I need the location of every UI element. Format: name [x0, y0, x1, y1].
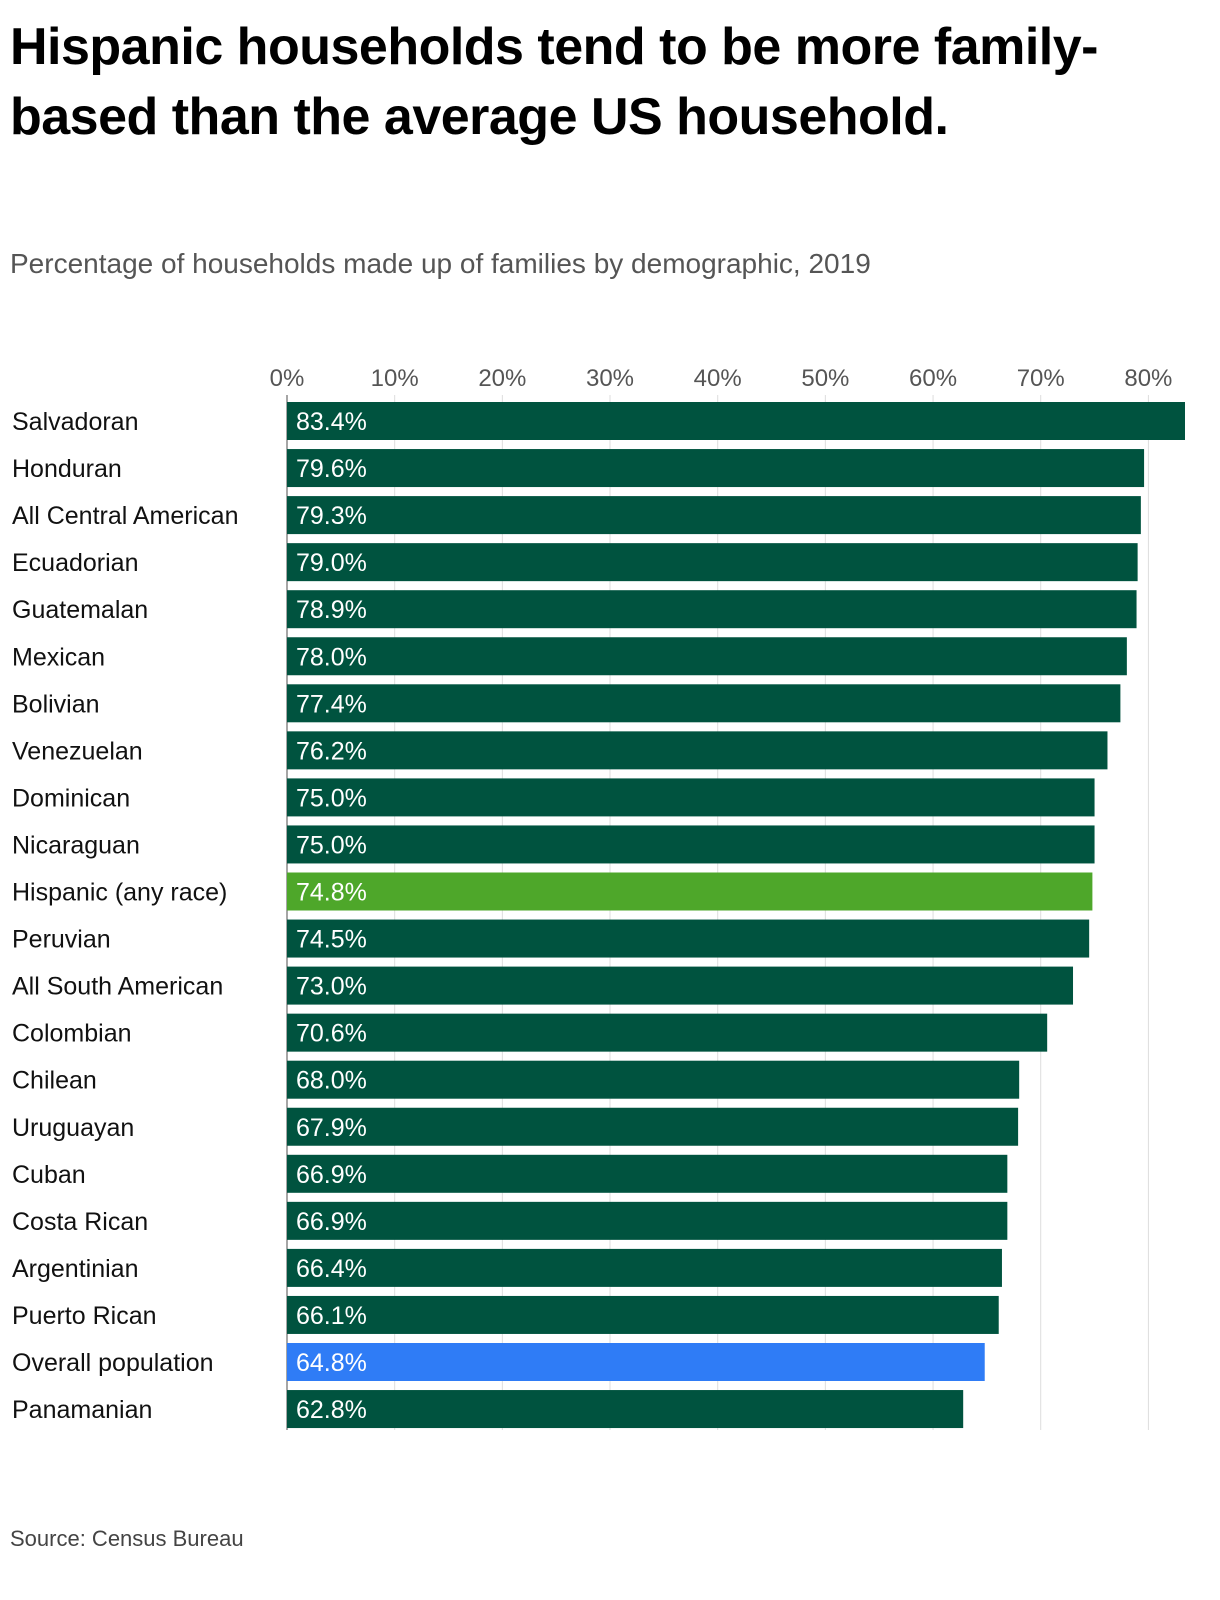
bar — [287, 1060, 1020, 1099]
bar — [287, 402, 1185, 440]
category-label: Chilean — [12, 1067, 97, 1095]
bar — [287, 966, 1074, 1005]
bar — [287, 1201, 1008, 1240]
x-tick-label: 60% — [909, 365, 957, 392]
bar — [287, 1295, 999, 1334]
data-label: 66.1% — [296, 1302, 367, 1330]
bar — [287, 1154, 1008, 1193]
data-label: 66.9% — [296, 1208, 367, 1236]
category-label: Overall population — [12, 1349, 214, 1377]
category-label: Dominican — [12, 784, 130, 812]
category-label: Uruguayan — [12, 1114, 134, 1142]
data-label: 78.9% — [296, 596, 367, 624]
category-label: Nicaraguan — [12, 831, 140, 859]
bar — [287, 637, 1127, 676]
category-label: All South American — [12, 973, 223, 1001]
data-label: 68.0% — [296, 1067, 367, 1095]
data-label: 64.8% — [296, 1349, 367, 1377]
category-label: Guatemalan — [12, 596, 148, 624]
x-tick-label: 20% — [478, 365, 526, 392]
bar — [287, 496, 1141, 535]
chart-subtitle: Percentage of households made up of fami… — [10, 248, 871, 279]
category-label: Panamanian — [12, 1396, 152, 1424]
bar — [287, 1107, 1019, 1146]
data-label: 73.0% — [296, 973, 367, 1001]
bar — [287, 919, 1090, 958]
data-label: 70.6% — [296, 1020, 367, 1048]
bar — [287, 590, 1137, 629]
bar — [287, 731, 1108, 770]
data-label: 77.4% — [296, 690, 367, 718]
x-tick-label: 70% — [1017, 365, 1065, 392]
data-label: 78.0% — [296, 643, 367, 671]
data-label: 75.0% — [296, 831, 367, 859]
category-label: Ecuadorian — [12, 549, 138, 577]
data-label: 66.9% — [296, 1161, 367, 1189]
bar — [287, 1013, 1048, 1052]
data-label: 75.0% — [296, 784, 367, 812]
bar — [287, 1248, 1002, 1287]
category-label: Bolivian — [12, 690, 100, 718]
x-tick-label: 40% — [694, 365, 742, 392]
category-label: Mexican — [12, 643, 105, 671]
data-label: 62.8% — [296, 1396, 367, 1424]
category-label: Salvadoran — [12, 408, 138, 436]
category-label: Honduran — [12, 455, 122, 483]
bar — [287, 1343, 985, 1381]
category-label: Hispanic (any race) — [12, 879, 227, 907]
data-label: 76.2% — [296, 737, 367, 765]
bar — [287, 684, 1121, 723]
data-label: 66.4% — [296, 1255, 367, 1283]
data-label: 79.6% — [296, 455, 367, 483]
category-label: Argentinian — [12, 1255, 138, 1283]
x-axis-ticks: 0% 10% 20% 30% 40% 50% 60% 70% 80% — [270, 365, 1173, 392]
x-tick-label: 50% — [801, 365, 849, 392]
bar — [287, 872, 1093, 911]
category-label: Colombian — [12, 1020, 132, 1048]
category-labels: Salvadoran Honduran All Central American Ec… — [12, 408, 238, 1424]
category-label: Costa Rican — [12, 1208, 148, 1236]
data-label: 74.8% — [296, 879, 367, 907]
bar — [287, 778, 1095, 817]
data-label: 83.4% — [296, 408, 367, 436]
x-tick-label: 80% — [1124, 365, 1172, 392]
bar — [287, 449, 1145, 488]
chart-title: Hispanic households tend to be more fami… — [10, 18, 1099, 146]
category-label: All Central American — [12, 502, 238, 530]
category-label: Peruvian — [12, 926, 111, 954]
category-label: Puerto Rican — [12, 1302, 157, 1330]
bar — [287, 543, 1138, 582]
data-label: 74.5% — [296, 926, 367, 954]
category-label: Venezuelan — [12, 737, 143, 765]
x-tick-label: 10% — [371, 365, 419, 392]
bar — [287, 1390, 964, 1429]
x-tick-label: 0% — [270, 365, 305, 392]
data-label: 67.9% — [296, 1114, 367, 1142]
source-note: Source: Census Bureau — [10, 1526, 244, 1551]
x-tick-label: 30% — [586, 365, 634, 392]
bars: 83.4% 79.6% 79.3% 79.0% 78.9% 78.0% 77.4% 76.2%… — [287, 402, 1185, 1429]
data-label: 79.3% — [296, 502, 367, 530]
category-label: Cuban — [12, 1161, 86, 1189]
bar — [287, 825, 1095, 864]
data-label: 79.0% — [296, 549, 367, 577]
